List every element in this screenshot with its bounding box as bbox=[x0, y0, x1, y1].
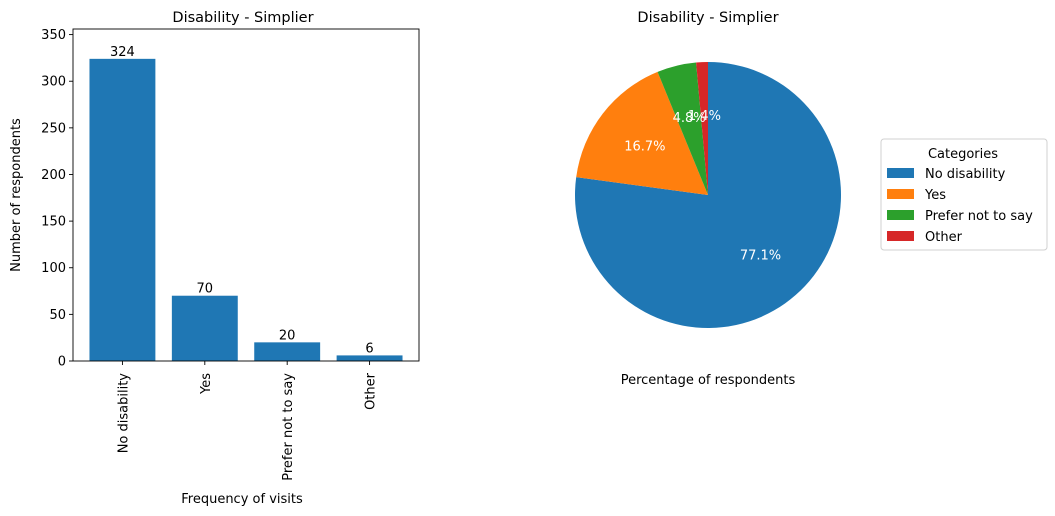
pie-percent-label: 1.4% bbox=[688, 109, 721, 124]
pie-percent-label: 77.1% bbox=[740, 249, 781, 264]
bar-y-axis-label: Number of respondents bbox=[9, 118, 24, 272]
pie-legend: Categories No disability Yes Prefer not to… bbox=[880, 138, 1048, 251]
legend-frame bbox=[880, 138, 1048, 251]
y-tick-label: 100 bbox=[41, 261, 66, 276]
bar-x-ticks: No disability Yes Prefer not to say Other bbox=[116, 361, 379, 481]
bar-value-label: 6 bbox=[365, 341, 373, 356]
pie-slice bbox=[696, 62, 708, 195]
y-tick-label: 300 bbox=[41, 75, 66, 90]
bar bbox=[171, 295, 238, 361]
legend-label: Prefer not to say bbox=[925, 209, 1033, 224]
legend-swatch bbox=[887, 231, 914, 241]
bar-chart-title: Disability - Simplier bbox=[172, 10, 313, 26]
bar-plot-frame bbox=[72, 28, 420, 362]
pie-labels: 77.1% 16.7% 4.8%1.4% bbox=[624, 109, 781, 264]
bar bbox=[89, 58, 156, 361]
pie-chart-title: Disability - Simplier bbox=[637, 10, 778, 26]
legend-label: Other bbox=[925, 230, 963, 245]
bar-value-label: 20 bbox=[279, 328, 296, 343]
y-tick-label: 0 bbox=[58, 355, 66, 370]
legend-label: Yes bbox=[924, 188, 946, 203]
legend-swatch bbox=[887, 210, 914, 220]
bar-chart: Disability - Simplier 324 70 20 6 0 50 100 150… bbox=[9, 10, 420, 507]
x-tick-label: Yes bbox=[199, 373, 214, 395]
pie-slice bbox=[657, 62, 708, 196]
bar-y-ticks: 0 50 100 150 200 250 300 350 bbox=[41, 28, 73, 370]
x-tick-label: Other bbox=[364, 372, 379, 410]
bar bbox=[336, 355, 403, 361]
y-tick-label: 150 bbox=[41, 215, 66, 230]
pie-chart: Disability - Simplier 77.1% 16.7% 4.8%1.4%… bbox=[575, 10, 841, 388]
pie-slice bbox=[576, 71, 708, 195]
bar-value-label: 324 bbox=[110, 45, 135, 60]
y-tick-label: 250 bbox=[41, 121, 66, 136]
legend-items: No disability Yes Prefer not to say Other bbox=[887, 167, 1033, 245]
y-tick-label: 350 bbox=[41, 28, 66, 43]
x-tick-label: No disability bbox=[116, 373, 131, 454]
bar bbox=[254, 342, 321, 361]
x-tick-label: Prefer not to say bbox=[281, 373, 296, 481]
bar-value-label: 70 bbox=[197, 282, 214, 297]
pie-x-axis-label: Percentage of respondents bbox=[621, 373, 796, 388]
legend-swatch bbox=[887, 168, 914, 178]
legend-title: Categories bbox=[928, 147, 998, 162]
pie-percent-label: 16.7% bbox=[624, 140, 665, 155]
bar-x-axis-label: Frequency of visits bbox=[181, 492, 303, 507]
y-tick-label: 200 bbox=[41, 168, 66, 183]
y-tick-label: 50 bbox=[49, 308, 66, 323]
pie-percent-label: 4.8% bbox=[673, 111, 706, 126]
legend-label: No disability bbox=[925, 167, 1006, 182]
bar-marks: 324 70 20 6 bbox=[89, 45, 403, 361]
pie-slices bbox=[575, 62, 841, 328]
legend-swatch bbox=[887, 189, 914, 199]
